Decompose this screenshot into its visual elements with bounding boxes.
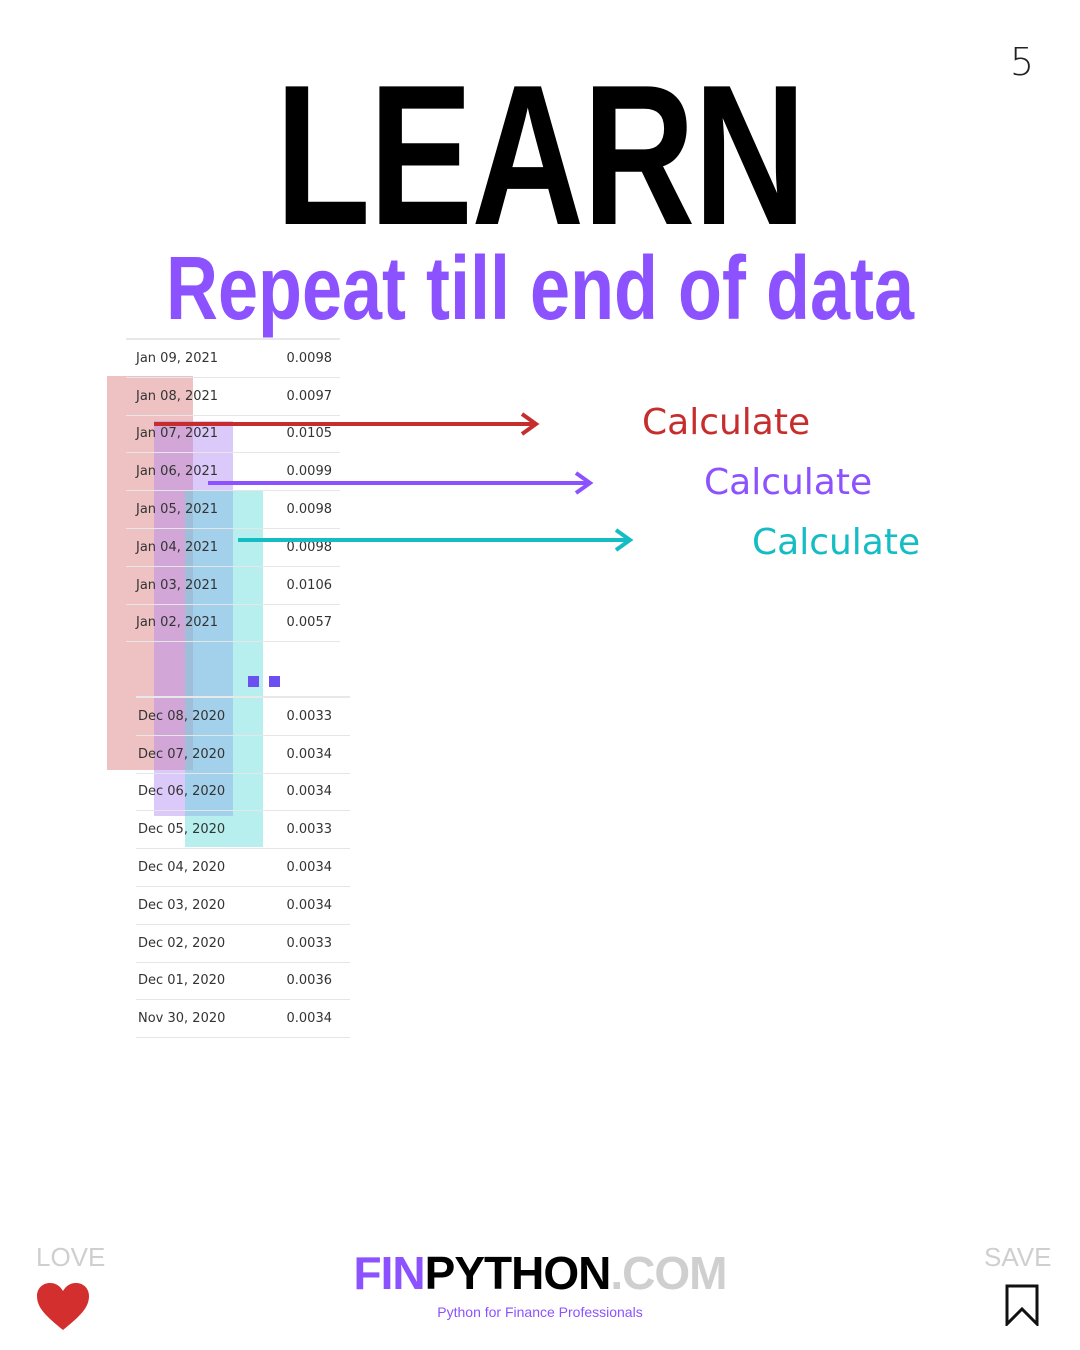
row-value: 0.0033	[286, 822, 333, 838]
table-row: Jan 06, 2021 0.0099	[126, 453, 340, 492]
row-value: 0.0036	[286, 973, 333, 989]
row-value: 0.0099	[286, 464, 333, 480]
table-row: Dec 01, 2020 0.0036	[136, 963, 350, 1001]
window-highlight-red	[107, 376, 193, 770]
brand-tagline: Python for Finance Professionals	[437, 1304, 643, 1320]
love-label: LOVE	[36, 1242, 106, 1272]
row-date: Dec 06, 2020	[138, 784, 226, 800]
dot-icon	[248, 676, 259, 687]
row-date: Dec 08, 2020	[138, 708, 226, 724]
arrow-purple	[208, 471, 594, 495]
row-date: Jan 03, 2021	[136, 577, 219, 593]
row-value: 0.0034	[286, 1011, 333, 1027]
arrow-red	[154, 412, 540, 436]
brand-python: PYTHON	[424, 1247, 612, 1299]
table-row: Jan 05, 2021 0.0098	[126, 491, 340, 529]
window-highlight-cyan	[185, 491, 263, 847]
row-date: Jan 04, 2021	[136, 539, 219, 555]
table-row: Jan 07, 2021 0.0105	[126, 416, 340, 454]
heart-icon[interactable]	[36, 1282, 90, 1332]
window-highlight-purple	[154, 421, 233, 816]
table-row: Dec 07, 2020 0.0034	[136, 736, 350, 774]
table-row: Dec 05, 2020 0.0033	[136, 811, 350, 850]
calculate-label-purple: Calculate	[704, 462, 873, 503]
save-label: SAVE	[984, 1242, 1052, 1272]
table-row: Jan 09, 2021 0.0098	[126, 340, 340, 378]
row-date: Dec 05, 2020	[138, 822, 226, 838]
row-value: 0.0034	[286, 746, 333, 762]
table-row: Nov 30, 2020 0.0034	[136, 1000, 350, 1039]
calculate-label-cyan: Calculate	[752, 522, 921, 563]
row-value: 0.0034	[286, 897, 333, 913]
row-value: 0.0106	[286, 577, 333, 593]
page-subtitle: Repeat till end of data	[165, 239, 915, 339]
row-value: 0.0034	[286, 784, 333, 800]
row-date: Dec 04, 2020	[138, 860, 226, 876]
table-row: Jan 04, 2021 0.0098	[126, 529, 340, 567]
table-row: Dec 08, 2020 0.0033	[136, 698, 350, 736]
row-value: 0.0098	[286, 539, 333, 555]
table-row: Jan 02, 2021 0.0057	[126, 605, 340, 643]
row-value: 0.0033	[286, 935, 333, 951]
row-value: 0.0097	[286, 388, 333, 404]
row-value: 0.0105	[286, 426, 333, 442]
table-row: Dec 03, 2020 0.0034	[136, 887, 350, 925]
table-row: Jan 03, 2021 0.0106	[126, 567, 340, 605]
row-date: Jan 02, 2021	[136, 615, 219, 631]
row-date: Nov 30, 2020	[138, 1011, 226, 1027]
ellipsis-dots	[248, 672, 290, 691]
brand-logo: FINPYTHON.COM	[0, 1246, 1080, 1300]
row-date: Jan 06, 2021	[136, 464, 219, 480]
brand-com: .COM	[610, 1247, 727, 1299]
row-date: Dec 01, 2020	[138, 973, 226, 989]
table-row: Jan 08, 2021 0.0097	[126, 378, 340, 416]
page-title: LEARN	[275, 44, 806, 267]
row-value: 0.0098	[286, 502, 333, 518]
data-table-bottom: Dec 08, 2020 0.0033 Dec 07, 2020 0.0034 De…	[136, 696, 350, 1039]
row-value: 0.0033	[286, 708, 333, 724]
page-number: 5	[1009, 40, 1035, 84]
row-date: Jan 05, 2021	[136, 502, 219, 518]
row-date: Jan 08, 2021	[136, 388, 219, 404]
table-row: Dec 02, 2020 0.0033	[136, 925, 350, 963]
row-date: Jan 07, 2021	[136, 426, 219, 442]
table-row: Dec 04, 2020 0.0034	[136, 849, 350, 887]
data-table-top: Jan 09, 2021 0.0098 Jan 08, 2021 0.0097 Ja…	[126, 338, 340, 643]
row-date: Dec 02, 2020	[138, 935, 226, 951]
calculate-label-red: Calculate	[642, 402, 811, 443]
bookmark-icon[interactable]	[1005, 1284, 1039, 1326]
arrow-cyan	[238, 528, 634, 552]
row-date: Dec 07, 2020	[138, 746, 226, 762]
row-date: Jan 09, 2021	[136, 350, 219, 366]
brand-fin: FIN	[353, 1247, 426, 1299]
row-date: Dec 03, 2020	[138, 897, 226, 913]
dot-icon	[269, 676, 280, 687]
row-value: 0.0098	[286, 350, 333, 366]
table-row: Dec 06, 2020 0.0034	[136, 774, 350, 812]
row-value: 0.0057	[286, 615, 333, 631]
row-value: 0.0034	[286, 860, 333, 876]
